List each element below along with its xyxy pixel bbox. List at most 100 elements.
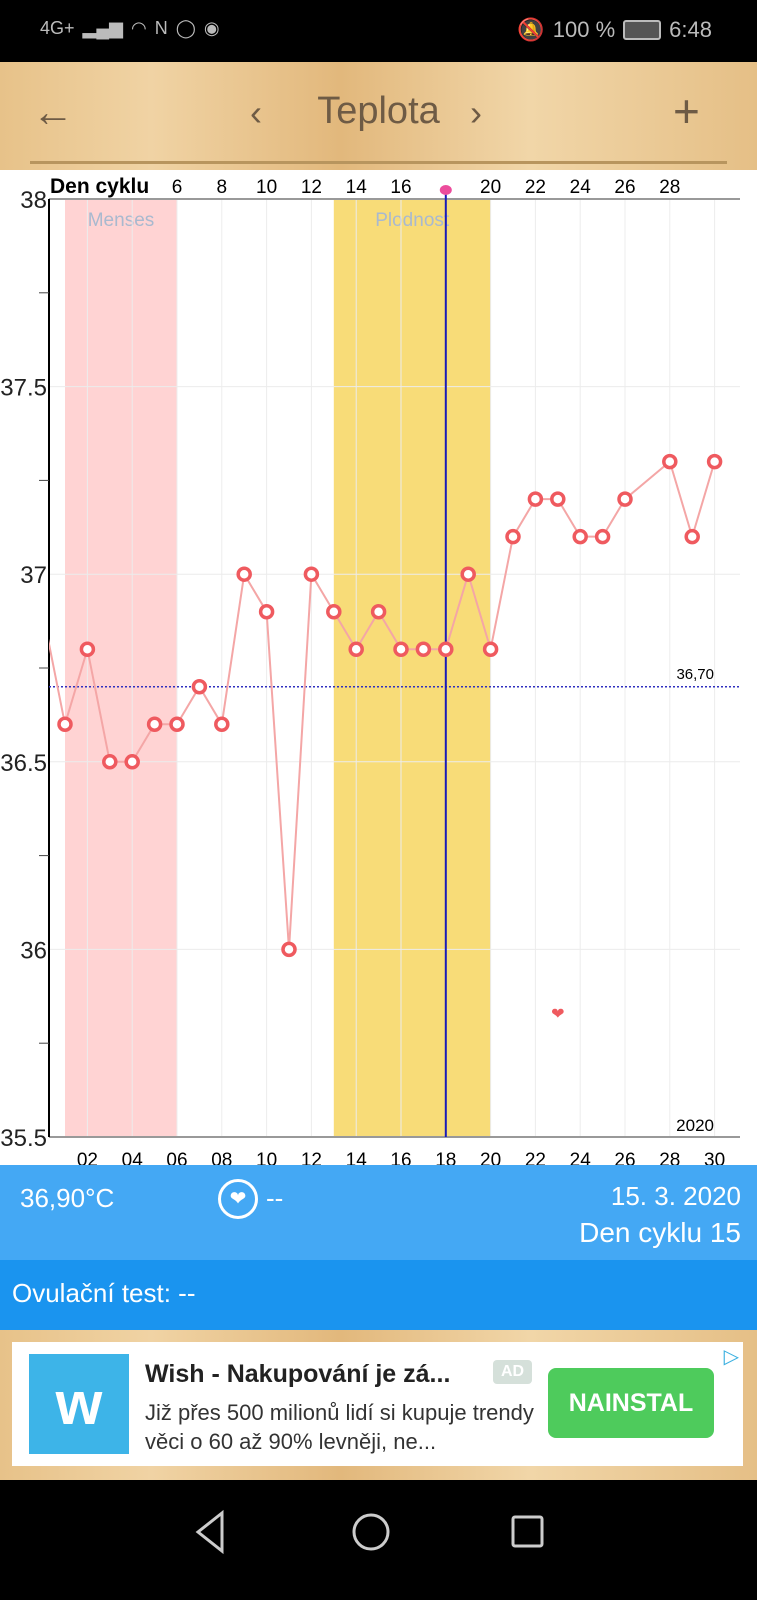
top-tick-label: 24 [570, 177, 592, 198]
y-tick-label: 36.5 [0, 750, 47, 777]
temperature-point [281, 941, 297, 958]
temperature-point [415, 641, 432, 657]
temperature-point [527, 491, 544, 507]
ad-badge: AD [493, 1360, 533, 1384]
y-tick-label: 37.5 [0, 375, 47, 402]
temperature-point [348, 641, 364, 657]
navigation-bar [0, 1480, 757, 1600]
network-icon: 4G+ [40, 18, 75, 38]
temperature-point [617, 491, 633, 507]
ad-banner: w Wish - Nakupování je zá... AD Již přes… [0, 1330, 757, 1480]
ad-title: Wish - Nakupování je zá... [145, 1360, 451, 1388]
y-tick-label: 35.5 [0, 1125, 47, 1152]
info-panel: 36,90°C ❤ -- 15. 3. 2020 Den cyklu 15 [0, 1165, 757, 1260]
band-label: Plodnost [375, 210, 450, 231]
top-tick-label: 28 [659, 177, 680, 198]
x-tick-label: 18 [435, 1150, 456, 1165]
temperature-point [460, 566, 476, 582]
top-axis-label: Den cyklu [50, 175, 149, 198]
x-tick-label: 24 [570, 1150, 592, 1165]
x-tick-label: 28 [659, 1150, 680, 1165]
temperature-point [169, 716, 185, 733]
temperature-point [146, 716, 163, 733]
x-tick-label: 02 [77, 1150, 98, 1165]
home-nav-icon[interactable] [352, 1513, 390, 1551]
back-arrow-icon[interactable]: ← [32, 88, 74, 135]
nfc-icon: N [154, 18, 168, 38]
whatsapp-icon: ◯ [175, 18, 196, 38]
ovulation-test[interactable]: Ovulační test: -- [0, 1260, 757, 1330]
cycle-day: Den cyklu 15 [579, 1217, 741, 1248]
wifi-icon: ◠ [130, 18, 147, 38]
wish-logo: w [29, 1354, 129, 1454]
x-tick-label: 10 [256, 1150, 277, 1165]
temperature-point [214, 716, 230, 733]
date: 15. 3. 2020 [610, 1181, 741, 1211]
heart-value: -- [266, 1183, 284, 1213]
temperature-point [191, 679, 208, 695]
mute-icon: 🔕 [517, 17, 545, 42]
adchoices-icon[interactable]: ▷ [723, 1346, 739, 1368]
temperature-point [258, 603, 275, 620]
prev-chevron-icon[interactable]: ‹ [250, 92, 262, 133]
add-icon[interactable]: + [673, 85, 700, 137]
recents-nav-icon[interactable] [511, 1515, 544, 1548]
temperature-point [572, 528, 588, 545]
install-button[interactable]: NAINSTAL [548, 1368, 714, 1438]
x-tick-label: 20 [480, 1150, 501, 1165]
temperature-chart[interactable]: Menses Plodnost 38 37.5 37 36.5 36 35.5 Den cykl… [0, 170, 757, 1171]
x-tick-label: 22 [525, 1150, 546, 1165]
chrome-icon: ◉ [203, 18, 220, 38]
battery-icon [623, 20, 662, 40]
x-tick-label: 08 [211, 1150, 232, 1165]
temperature-point [438, 641, 454, 657]
coverline-label: 36,70 [676, 666, 714, 683]
temperature-point [505, 528, 521, 545]
band-menses [65, 199, 177, 1137]
battery-percent: 100 % [552, 17, 616, 42]
x-tick-label: 30 [704, 1150, 725, 1165]
temperature-point [79, 641, 96, 657]
x-tick-label: 16 [390, 1150, 411, 1165]
temperature-point [550, 491, 566, 507]
temperature-point [662, 453, 678, 470]
page-title: Teplota [317, 90, 440, 132]
temperature-point [326, 603, 342, 620]
ad-card[interactable]: w Wish - Nakupování je zá... AD Již přes… [12, 1342, 743, 1466]
temperature-point [482, 641, 499, 657]
y-tick-label: 36 [20, 937, 47, 964]
chart-svg: Menses Plodnost 38 37.5 37 36.5 36 35.5 Den cykl… [0, 175, 740, 1171]
temperature-point [370, 603, 387, 620]
temperature-point [102, 754, 118, 770]
header-divider [30, 161, 727, 164]
temperature-point [124, 754, 140, 770]
x-tick-label: 04 [122, 1150, 144, 1165]
top-tick-label: 12 [301, 177, 322, 198]
temperature-point [684, 528, 700, 545]
band-label: Menses [88, 210, 155, 231]
back-nav-icon[interactable] [195, 1509, 224, 1555]
heart-marker-icon: ❤ [551, 1006, 564, 1023]
temperature-value: 36,90°C [20, 1183, 115, 1213]
top-tick-label: 8 [217, 177, 228, 198]
x-tick-label: 26 [614, 1150, 635, 1165]
clock: 6:48 [669, 17, 712, 42]
x-tick-label: 06 [166, 1150, 187, 1165]
temperature-point [236, 566, 252, 582]
x-tick-label: 14 [346, 1150, 368, 1165]
band-plodnost [333, 199, 491, 1137]
temperature-point [303, 566, 320, 582]
temperature-point [57, 716, 73, 733]
next-chevron-icon[interactable]: › [470, 92, 482, 133]
temperature-point [393, 641, 409, 657]
year-label: 2020 [676, 1116, 714, 1135]
y-tick-label: 37 [20, 562, 47, 589]
heart-icon[interactable]: ❤ [218, 1179, 258, 1219]
top-tick-label: 16 [390, 177, 411, 198]
top-tick-label: 14 [346, 177, 368, 198]
y-tick-label: 38 [20, 187, 47, 214]
signal-icon: ▂▄▆ [82, 18, 123, 38]
top-tick-label: 6 [172, 177, 183, 198]
x-tick-label: 12 [301, 1150, 322, 1165]
top-tick-label: 22 [525, 177, 546, 198]
